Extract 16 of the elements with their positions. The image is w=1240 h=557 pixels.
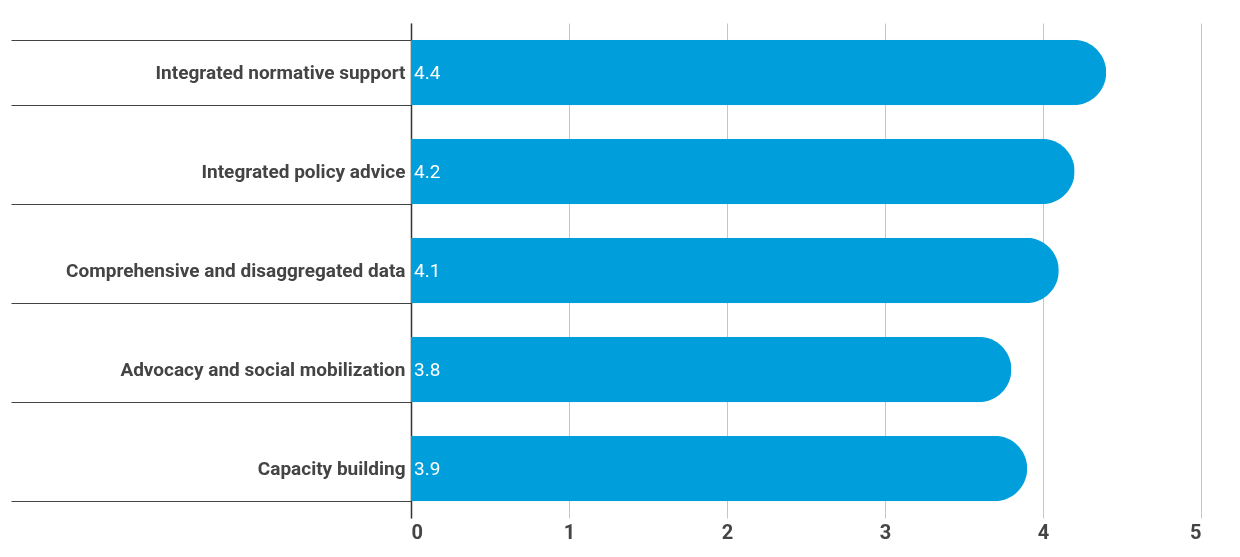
x-tick-label: 3	[879, 519, 892, 544]
data-label: 3.8	[414, 357, 441, 381]
x-tick-label: 4	[1037, 519, 1050, 544]
data-label: 4.2	[414, 159, 441, 183]
x-tick-label: 0	[411, 519, 423, 544]
x-tick-label: 1	[563, 519, 576, 544]
data-label: 4.1	[414, 258, 441, 282]
data-label: 4.4	[414, 60, 441, 84]
y-tick-label: Integrated normative support	[155, 61, 407, 84]
y-tick-label: Comprehensive and disaggregated data	[66, 259, 406, 282]
x-tick-label: 2	[721, 519, 734, 544]
y-tick-label: Capacity building	[257, 457, 406, 480]
data-label: 3.9	[414, 456, 441, 480]
y-tick-label: Integrated policy advice	[201, 160, 406, 183]
y-tick-label: Advocacy and social mobilization	[120, 358, 406, 381]
x-tick-label: 5	[1190, 519, 1202, 544]
